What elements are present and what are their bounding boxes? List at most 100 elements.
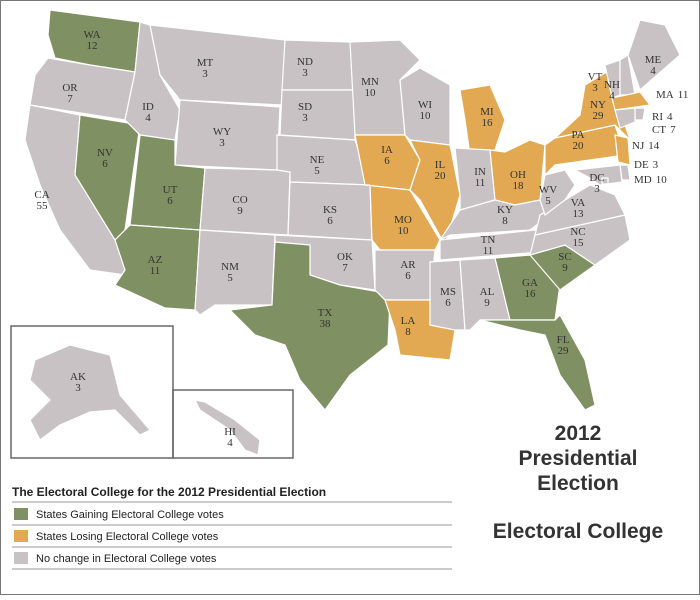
state-abbr: MD (634, 174, 652, 186)
title-line: Election (537, 472, 619, 495)
state-abbr: MO (394, 214, 412, 226)
state-abbr: VA (571, 197, 586, 209)
state-votes: 3 (219, 137, 225, 149)
state-label: MN 10 (361, 76, 379, 99)
state (479, 314, 596, 411)
state-label: SD 3 (298, 101, 312, 124)
state-label: CT 7 (652, 124, 676, 136)
state-abbr: NV (97, 147, 113, 159)
state-votes: 6 (167, 195, 173, 207)
state (614, 107, 636, 129)
hawaii-inset (172, 389, 294, 459)
state-label: NM 5 (221, 261, 239, 284)
state-abbr: IN (474, 166, 486, 178)
state-abbr: ND (297, 56, 313, 68)
state-label: CA 55 (34, 189, 49, 212)
state-votes: 6 (102, 158, 108, 170)
state-votes: 11 (475, 177, 486, 189)
state-votes: 3 (75, 382, 81, 394)
state-abbr: MI (480, 106, 494, 118)
state-votes: 7 (67, 93, 73, 105)
state-abbr: DC (589, 172, 604, 184)
state-votes: 6 (445, 297, 451, 309)
state-abbr: ME (645, 54, 662, 66)
state-abbr: PA (571, 129, 584, 141)
state-label: IA 6 (381, 144, 393, 167)
state-votes: 10 (365, 87, 377, 99)
state-label: IN 11 (474, 166, 486, 189)
state-votes: 20 (435, 170, 447, 182)
state-abbr: VT (588, 71, 603, 83)
state-votes: 55 (37, 200, 49, 212)
state-votes: 8 (405, 326, 411, 338)
state-label: MA 11 (656, 89, 688, 101)
state-abbr: WY (213, 126, 231, 138)
state-abbr: TX (318, 307, 333, 319)
state (193, 399, 261, 456)
state-votes: 9 (237, 205, 243, 217)
state-abbr: RI (652, 111, 663, 123)
state-abbr: OH (510, 169, 526, 181)
state-label: NJ 14 (632, 140, 660, 152)
state-votes: 8 (502, 215, 508, 227)
state-votes: 29 (558, 345, 570, 357)
state (149, 24, 286, 106)
state-votes: 3 (202, 68, 208, 80)
state-votes: 16 (482, 117, 494, 129)
legend-label: States Losing Electoral College votes (36, 531, 219, 543)
state-votes: 10 (656, 174, 668, 186)
state (429, 259, 466, 331)
state-abbr: AK (70, 371, 86, 383)
state-votes: 6 (405, 270, 411, 282)
state-votes: 7 (670, 124, 676, 136)
state (408, 139, 461, 247)
state-votes: 9 (484, 297, 490, 309)
state-label: PA 20 (571, 129, 584, 152)
state-votes: 9 (562, 262, 568, 274)
state-label: AR 6 (400, 259, 416, 282)
state (634, 107, 646, 121)
state-votes: 11 (678, 89, 689, 101)
state (627, 19, 681, 92)
state-abbr: ID (142, 101, 154, 113)
state-abbr: MT (197, 57, 214, 69)
state-abbr: NJ (632, 140, 645, 152)
state-abbr: WI (418, 99, 432, 111)
state-label: AZ 11 (148, 254, 163, 277)
legend-swatch (14, 508, 28, 520)
state-votes: 38 (320, 318, 332, 330)
state-label: VT 3 (588, 71, 603, 94)
state (611, 91, 652, 111)
state-label: NY 29 (590, 99, 606, 122)
state-label: AL 9 (480, 286, 495, 309)
state-votes: 3 (302, 112, 308, 124)
state-abbr: KY (497, 204, 513, 216)
state-label: OH 18 (510, 169, 526, 192)
state-label: NV 6 (97, 147, 113, 170)
state-votes: 6 (327, 215, 333, 227)
state-votes: 29 (593, 110, 605, 122)
state-abbr: IL (435, 159, 446, 171)
state-abbr: HI (224, 426, 236, 438)
state-votes: 7 (342, 262, 348, 274)
state-votes: 3 (592, 82, 598, 94)
state (29, 344, 151, 441)
state-label: ME 4 (645, 54, 662, 77)
state-label: WA 12 (83, 29, 100, 52)
state-label: KY 8 (497, 204, 513, 227)
state (573, 164, 623, 186)
state-abbr: NE (310, 154, 325, 166)
legend-swatch (14, 552, 28, 564)
state-votes: 4 (667, 111, 673, 123)
state-votes: 4 (609, 90, 615, 102)
state-label: MS 6 (440, 286, 456, 309)
state-label: IL 20 (435, 159, 447, 182)
state-abbr: GA (522, 277, 538, 289)
state-votes: 15 (573, 237, 585, 249)
state-label: OK 7 (337, 251, 353, 274)
state-votes: 13 (573, 208, 585, 220)
state-abbr: TN (481, 234, 496, 246)
state-label: ID 4 (142, 101, 154, 124)
legend-label: No change in Electoral College votes (36, 553, 217, 565)
